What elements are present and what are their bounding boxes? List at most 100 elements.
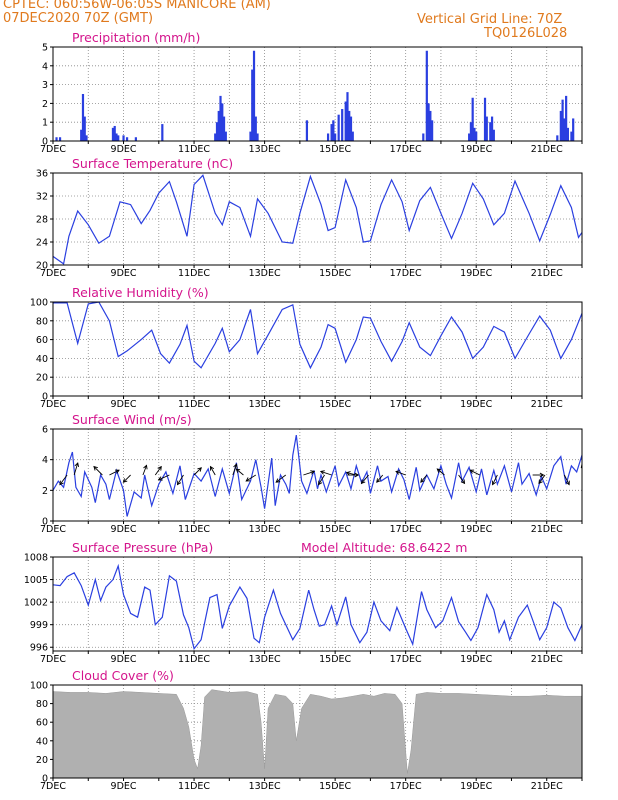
y-tick-label: 2: [42, 486, 48, 497]
precip-bar: [254, 116, 257, 141]
series-layer: [53, 302, 582, 370]
wind-arrow-shaft: [123, 474, 131, 483]
x-tick-label: 9DEC: [111, 268, 137, 279]
x-tick-label: 21DEC: [531, 654, 563, 665]
y-tick-label: 4: [42, 61, 48, 72]
wind-arrow-head: [319, 470, 325, 475]
x-tick-label: 15DEC: [319, 144, 351, 155]
precip-bar: [556, 135, 559, 141]
x-tick-label: 21DEC: [531, 268, 563, 279]
wind-arrow: [59, 474, 68, 486]
wind-arrow: [142, 464, 148, 476]
wind-arrow-shaft: [73, 462, 79, 476]
y-tick-label: 0: [42, 137, 48, 148]
precip-bar: [429, 110, 432, 141]
wind-arrow-head: [469, 469, 475, 474]
precip-bar: [55, 137, 58, 141]
y-tick-label: 20: [36, 755, 48, 766]
wind-arrow-head: [115, 469, 120, 474]
y-tick-label: 36: [36, 169, 48, 180]
x-tick-label: 19DEC: [460, 268, 492, 279]
precip-bar: [330, 124, 333, 141]
y-tick-label: 4: [42, 455, 48, 466]
x-tick-label: 21DEC: [531, 781, 563, 792]
precip-bar: [215, 122, 219, 141]
y-tick-label: 1002: [24, 598, 48, 609]
wind-arrow: [436, 468, 445, 476]
y-tick-label: 1008: [24, 553, 48, 564]
wind-arrow-shaft: [154, 466, 162, 476]
wind-arrow: [209, 465, 216, 476]
series-line: [53, 434, 582, 517]
precip-bar: [113, 125, 116, 141]
wind-arrow-head: [245, 477, 251, 482]
y-tick-label: 40: [36, 354, 48, 365]
x-tick-label: 17DEC: [390, 654, 422, 665]
precip-bar: [572, 118, 575, 141]
wind-arrow-head: [360, 479, 366, 485]
series-layer: [55, 50, 575, 141]
x-tick-label: 17DEC: [390, 144, 422, 155]
precip-bar: [332, 120, 335, 141]
header-date: 07DEC2020 70Z (GMT): [3, 11, 154, 26]
wind-arrow-head: [420, 478, 425, 483]
y-tick-label: 60: [36, 718, 48, 729]
wind-arrow: [122, 474, 131, 483]
wind-arrow-shaft: [436, 468, 445, 476]
x-tick-label: 11DEC: [178, 144, 210, 155]
wind-arrow: [109, 469, 120, 476]
wind-arrow-shaft: [538, 474, 546, 484]
wind-arrow-head: [354, 472, 360, 478]
precip-bar: [422, 133, 425, 141]
wind-arrow-head: [122, 478, 128, 483]
precip-bar: [349, 116, 353, 141]
panel-4: 0 2 4 6 7DEC 9DEC 11DEC 13DEC 15DEC 17DEC 19DEC 21D…: [40, 412, 583, 535]
panel-frame: [52, 46, 583, 142]
y-tick-label: 100: [30, 681, 48, 692]
x-tick-label: 17DEC: [390, 268, 422, 279]
panel-6: 0 20 40 60 80 100 7DEC 9DEC 11DEC 13DEC 15DEC 17DEC…: [30, 668, 583, 792]
wind-arrow-head: [460, 479, 466, 485]
wind-arrow: [232, 463, 238, 476]
wind-arrow: [245, 474, 257, 482]
y-tick-label: 20: [36, 261, 48, 272]
panel-3: 0 20 40 60 80 100 7DEC 9DEC 11DEC 13DEC 15DEC 17DEC…: [30, 285, 583, 410]
x-tick-label: 13DEC: [249, 268, 281, 279]
y-tick-label: 40: [36, 736, 48, 747]
panel-5: 996 999 1002 1005 1008 7DEC 9DEC 11DEC 13DEC 15DE…: [24, 540, 583, 665]
x-tick-label: 15DEC: [319, 268, 351, 279]
wind-arrow: [93, 465, 103, 476]
wind-arrow-shaft: [109, 469, 120, 476]
wind-arrow: [193, 467, 202, 476]
wind-arrow: [532, 472, 545, 478]
precip-bar: [334, 133, 337, 141]
wind-arrow-shaft: [346, 472, 357, 476]
precip-bar: [425, 50, 428, 141]
y-tick-label: 996: [30, 643, 48, 654]
wind-arrow-head: [233, 463, 238, 469]
wind-arrow-head: [275, 478, 281, 483]
x-tick-label: 9DEC: [111, 399, 137, 410]
wind-arrow-shaft: [303, 470, 315, 476]
header-grid-line: Vertical Grid Line: 70Z: [417, 12, 563, 27]
x-tick-label: 13DEC: [249, 781, 281, 792]
wind-arrow-head: [310, 470, 316, 475]
y-tick-label: 999: [30, 620, 48, 631]
precip-bar: [427, 103, 430, 141]
wind-arrow: [154, 465, 162, 476]
wind-arrow-shaft: [235, 468, 244, 476]
x-tick-label: 7DEC: [40, 654, 66, 665]
y-tick-label: 20: [36, 373, 48, 384]
precip-bar: [117, 135, 120, 141]
y-tick-label: 80: [36, 316, 48, 327]
precip-bar: [115, 133, 118, 141]
wind-arrow-head: [436, 468, 442, 473]
panel-title: Relative Humidity (%): [72, 285, 209, 300]
wind-arrow-shaft: [376, 474, 384, 483]
wind-arrow-shaft: [232, 464, 237, 476]
wind-arrow-shaft: [275, 474, 287, 483]
wind-arrow-shaft: [158, 474, 170, 481]
wind-arrow: [420, 474, 428, 483]
x-tick-label: 7DEC: [40, 268, 66, 279]
x-tick-label: 15DEC: [319, 524, 351, 535]
